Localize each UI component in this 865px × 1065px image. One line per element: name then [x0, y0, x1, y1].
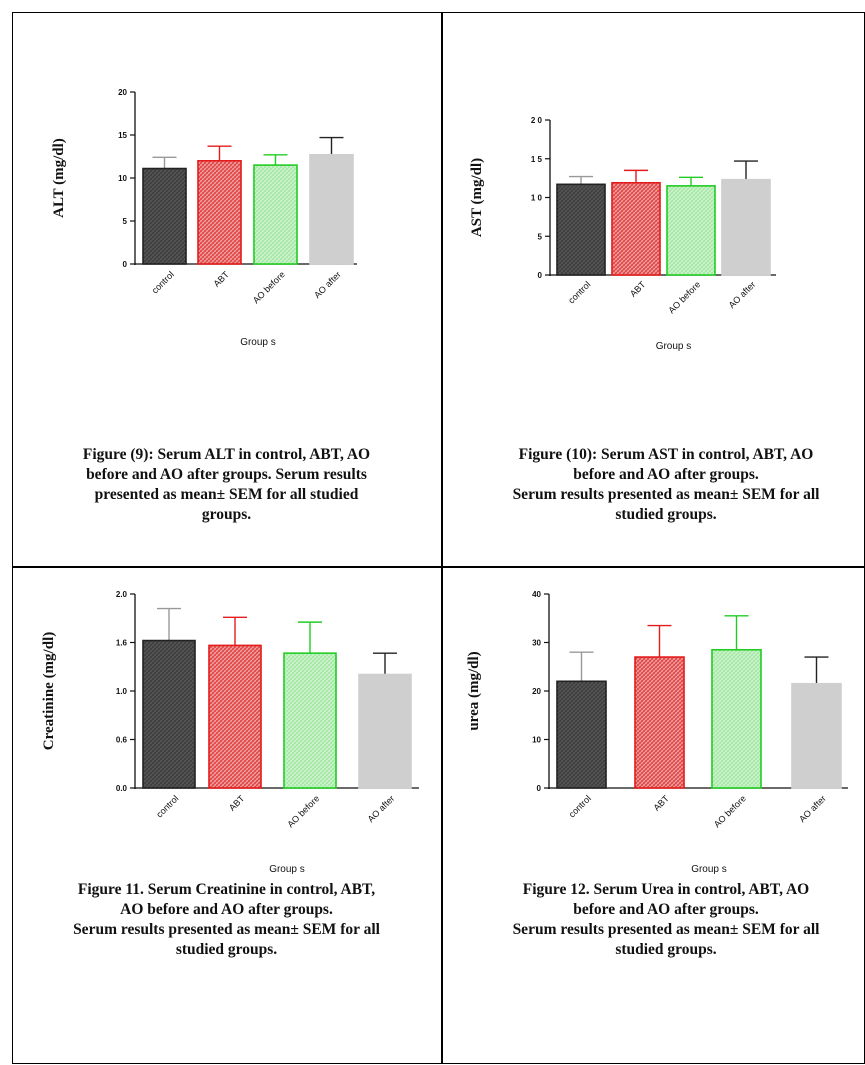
bar-abt	[197, 160, 242, 265]
y-tick-label: 0	[537, 784, 542, 793]
x-category-label: AO before	[666, 279, 702, 315]
y-tick-label: 10	[118, 174, 127, 183]
bar-ao-before	[711, 648, 762, 789]
x-axis-title: Group s	[656, 341, 692, 352]
x-category-label: control	[567, 793, 593, 819]
x-category-label: ABT	[211, 269, 231, 289]
chart-ast: 0 5 1 0 1 5 2 0 AST (mg/dl) control ABT AO befor…	[469, 116, 776, 352]
y-tick-label: 30	[532, 639, 541, 648]
x-category-label: AO after	[797, 793, 828, 824]
bar-ao-after	[721, 178, 771, 276]
y-tick-label: 0.0	[116, 784, 128, 793]
y-tick-label: 0.6	[116, 736, 128, 745]
caption-creatinine: Figure 11. Serum Creatinine in control, …	[73, 881, 380, 958]
y-tick-label: 10	[532, 736, 541, 745]
bar-ao-after	[309, 153, 354, 265]
panel-urea: 0 10 20 30 40 urea (mg/dl) control ABT AO before…	[441, 566, 865, 1064]
y-axis-title: urea (mg/dl)	[466, 651, 482, 730]
bar-control	[556, 680, 607, 789]
caption-alt: Figure (9): Serum ALT in control, ABT, A…	[82, 446, 371, 523]
y-tick-label: 5	[123, 217, 128, 226]
y-tick-label: 1 5	[531, 155, 543, 164]
bar-abt	[634, 656, 685, 789]
bar-control	[556, 183, 606, 276]
x-category-label: control	[154, 793, 180, 819]
x-category-label: AO after	[727, 279, 758, 310]
y-tick-label: 0	[123, 260, 128, 269]
y-tick-label: 2.0	[116, 590, 128, 599]
y-tick-label: 15	[118, 131, 127, 140]
x-axis-title: Group s	[240, 337, 276, 348]
panel-alt: 0 5 10 15 20 ALT (mg/dl) control ABT AO before AO…	[12, 12, 443, 568]
bar-abt	[611, 181, 661, 276]
x-category-label: ABT	[628, 279, 648, 299]
y-tick-label: 1 0	[531, 194, 543, 203]
bar-ao-before	[253, 164, 298, 265]
y-tick-label: 2 0	[531, 116, 543, 125]
x-category-label: control	[150, 269, 176, 295]
x-category-label: ABT	[651, 793, 671, 813]
y-tick-label: 1.6	[116, 639, 128, 648]
x-category-label: AO before	[251, 269, 287, 305]
y-axis-title: AST (mg/dl)	[469, 158, 485, 237]
caption-ast: Figure (10): Serum AST in control, ABT, …	[512, 446, 820, 523]
panel-ast: 0 5 1 0 1 5 2 0 AST (mg/dl) control ABT AO befor…	[441, 12, 865, 568]
bar-ao-before	[283, 652, 337, 789]
chart-creatinine: 0.0 0.6 1.0 1.6 2.0 Creatinine (mg/dl) control…	[41, 590, 419, 875]
bar-ao-after	[791, 682, 842, 789]
x-axis-title: Group s	[691, 864, 727, 875]
x-category-label: AO after	[366, 793, 397, 824]
bar-ao-before	[666, 185, 716, 276]
y-tick-label: 20	[118, 88, 127, 97]
x-category-label: ABT	[227, 793, 247, 813]
x-category-label: AO before	[712, 793, 748, 829]
y-axis-title: Creatinine (mg/dl)	[41, 632, 57, 750]
caption-urea: Figure 12. Serum Urea in control, ABT, A…	[512, 881, 820, 958]
x-category-label: AO before	[285, 793, 321, 829]
bar-abt	[208, 644, 262, 789]
y-tick-label: 1.0	[116, 687, 128, 696]
chart-urea: 0 10 20 30 40 urea (mg/dl) control ABT AO before…	[466, 590, 848, 875]
bar-control	[142, 167, 187, 265]
panel-creatinine: 0.0 0.6 1.0 1.6 2.0 Creatinine (mg/dl) control…	[12, 566, 443, 1064]
y-tick-label: 0	[538, 271, 543, 280]
y-tick-label: 5	[538, 232, 543, 241]
bar-control	[142, 639, 196, 789]
y-tick-label: 20	[532, 687, 541, 696]
x-axis-title: Group s	[269, 864, 305, 875]
bar-ao-after	[358, 673, 412, 789]
chart-alt: 0 5 10 15 20 ALT (mg/dl) control ABT AO before AO…	[51, 88, 357, 348]
y-tick-label: 40	[532, 590, 541, 599]
x-category-label: control	[566, 279, 592, 305]
y-axis-title: ALT (mg/dl)	[51, 138, 67, 218]
x-category-label: AO after	[312, 269, 343, 300]
